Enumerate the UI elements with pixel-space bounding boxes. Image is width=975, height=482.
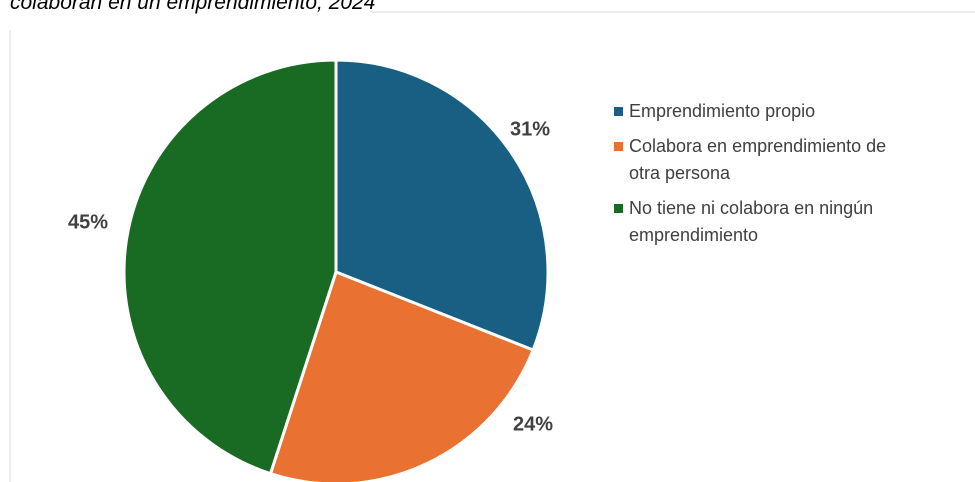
- legend-item: Colabora en emprendimiento de otra perso…: [612, 133, 912, 187]
- legend-swatch: [614, 204, 623, 213]
- legend-item: Emprendimiento propio: [612, 98, 912, 125]
- legend-swatch: [614, 107, 623, 116]
- data-label: 45%: [68, 211, 108, 233]
- data-label: 31%: [510, 118, 550, 140]
- chart-title: colaboran en un emprendimiento, 2024: [10, 0, 375, 14]
- data-label: 24%: [513, 413, 553, 435]
- legend-label: Colabora en emprendimiento de otra perso…: [629, 136, 887, 183]
- legend: Emprendimiento propio Colabora en emprend…: [612, 98, 912, 257]
- legend-item: No tiene ni colabora en ningún emprendim…: [612, 195, 912, 249]
- pie-slice: [122, 58, 338, 476]
- legend-swatch: [614, 142, 623, 151]
- legend-label: Emprendimiento propio: [629, 101, 816, 121]
- legend-label: No tiene ni colabora en ningún emprendim…: [629, 198, 874, 245]
- pie-slice: [334, 58, 550, 352]
